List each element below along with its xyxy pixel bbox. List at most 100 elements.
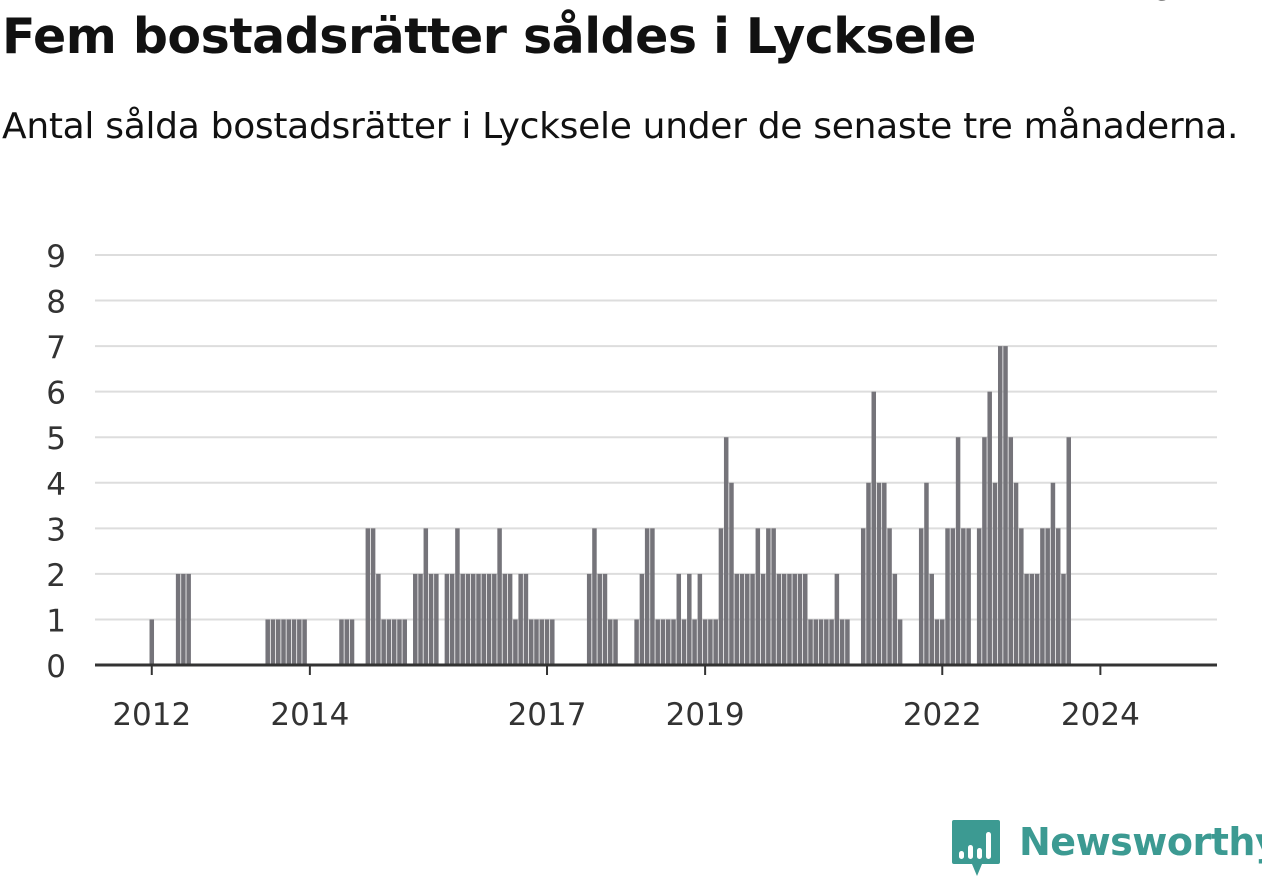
chart-subtitle: Antal sålda bostadsrätter i Lycksele und… [2,106,1239,147]
bar [449,573,455,665]
newsworthy-logo: Newsworthy [950,818,1262,878]
bar [339,619,344,665]
bar [513,619,518,665]
bar [813,619,819,665]
bar [418,573,423,665]
x-tick-label: 2017 [508,697,587,733]
bar [302,619,307,665]
bar [460,573,465,665]
bar [787,573,792,665]
bar [845,619,850,665]
bar [718,528,724,665]
bar [413,573,418,665]
bar [1029,573,1035,665]
bar [186,573,191,665]
bar [507,573,513,665]
bar [276,619,281,665]
bar [528,619,534,665]
bar [687,573,692,665]
bar [181,573,186,665]
bar [175,573,181,665]
bar [776,573,782,665]
bar [924,482,929,665]
bar [613,619,618,665]
bar [1008,437,1014,665]
x-tick-label: 2024 [1061,697,1140,733]
bar [402,619,407,665]
bar [966,528,971,665]
bar [739,573,745,665]
bar [634,619,639,665]
bar [365,528,371,665]
bar [771,528,776,665]
bar [676,573,682,665]
bar [713,619,718,665]
bar [391,619,397,665]
y-tick-label: 7 [46,330,66,366]
bar [476,573,481,665]
brand-name: Newsworthy [1019,820,1262,864]
bar [665,619,671,665]
bar [745,573,750,665]
bar [286,619,292,665]
y-tick-label: 4 [46,467,66,503]
y-tick-label: 3 [46,512,66,548]
bar [708,619,713,665]
bar [934,619,940,665]
data-label: 5 [1154,0,1174,8]
bar [839,619,845,665]
bar [945,528,950,665]
bar [882,482,887,665]
bar [386,619,392,665]
bar [702,619,708,665]
bar [481,573,487,665]
bar [291,619,297,665]
bar [818,619,824,665]
bar [523,573,529,665]
bar [444,573,450,665]
bar [650,528,655,665]
bar [502,573,508,665]
bar [987,391,992,665]
x-tick-label: 2019 [666,697,745,733]
bar [887,528,892,665]
bar [723,437,729,665]
bar [639,573,645,665]
bar [534,619,539,665]
bar [455,528,460,665]
y-tick-label: 8 [46,285,66,321]
bar [397,619,402,665]
bar [1050,482,1056,665]
bar [370,528,376,665]
bar [860,528,866,665]
bar [1040,528,1045,665]
y-tick-label: 9 [46,239,66,275]
bar [1013,482,1019,665]
bar [671,619,676,665]
bar [1024,573,1029,665]
bar [697,573,703,665]
bar [866,482,871,665]
bar [950,528,956,665]
bar [961,528,966,665]
bar [539,619,544,665]
bar [834,573,840,665]
bar [734,573,739,665]
bar [586,573,592,665]
bar [797,573,803,665]
bar [349,619,355,665]
bar [871,391,877,665]
bar [824,619,829,665]
bar-chart: 0 1 2 3 4 5 6 7 8 9 5 2012 2014 2017 2019 2022 2024 [46,0,1217,733]
bar [270,619,276,665]
bar [265,619,270,665]
bar [497,528,502,665]
bar [808,619,813,665]
bar [892,573,898,665]
bar [544,619,550,665]
bar [518,573,523,665]
bar [766,528,771,665]
bar [681,619,687,665]
bar [597,573,602,665]
bar [997,346,1003,665]
